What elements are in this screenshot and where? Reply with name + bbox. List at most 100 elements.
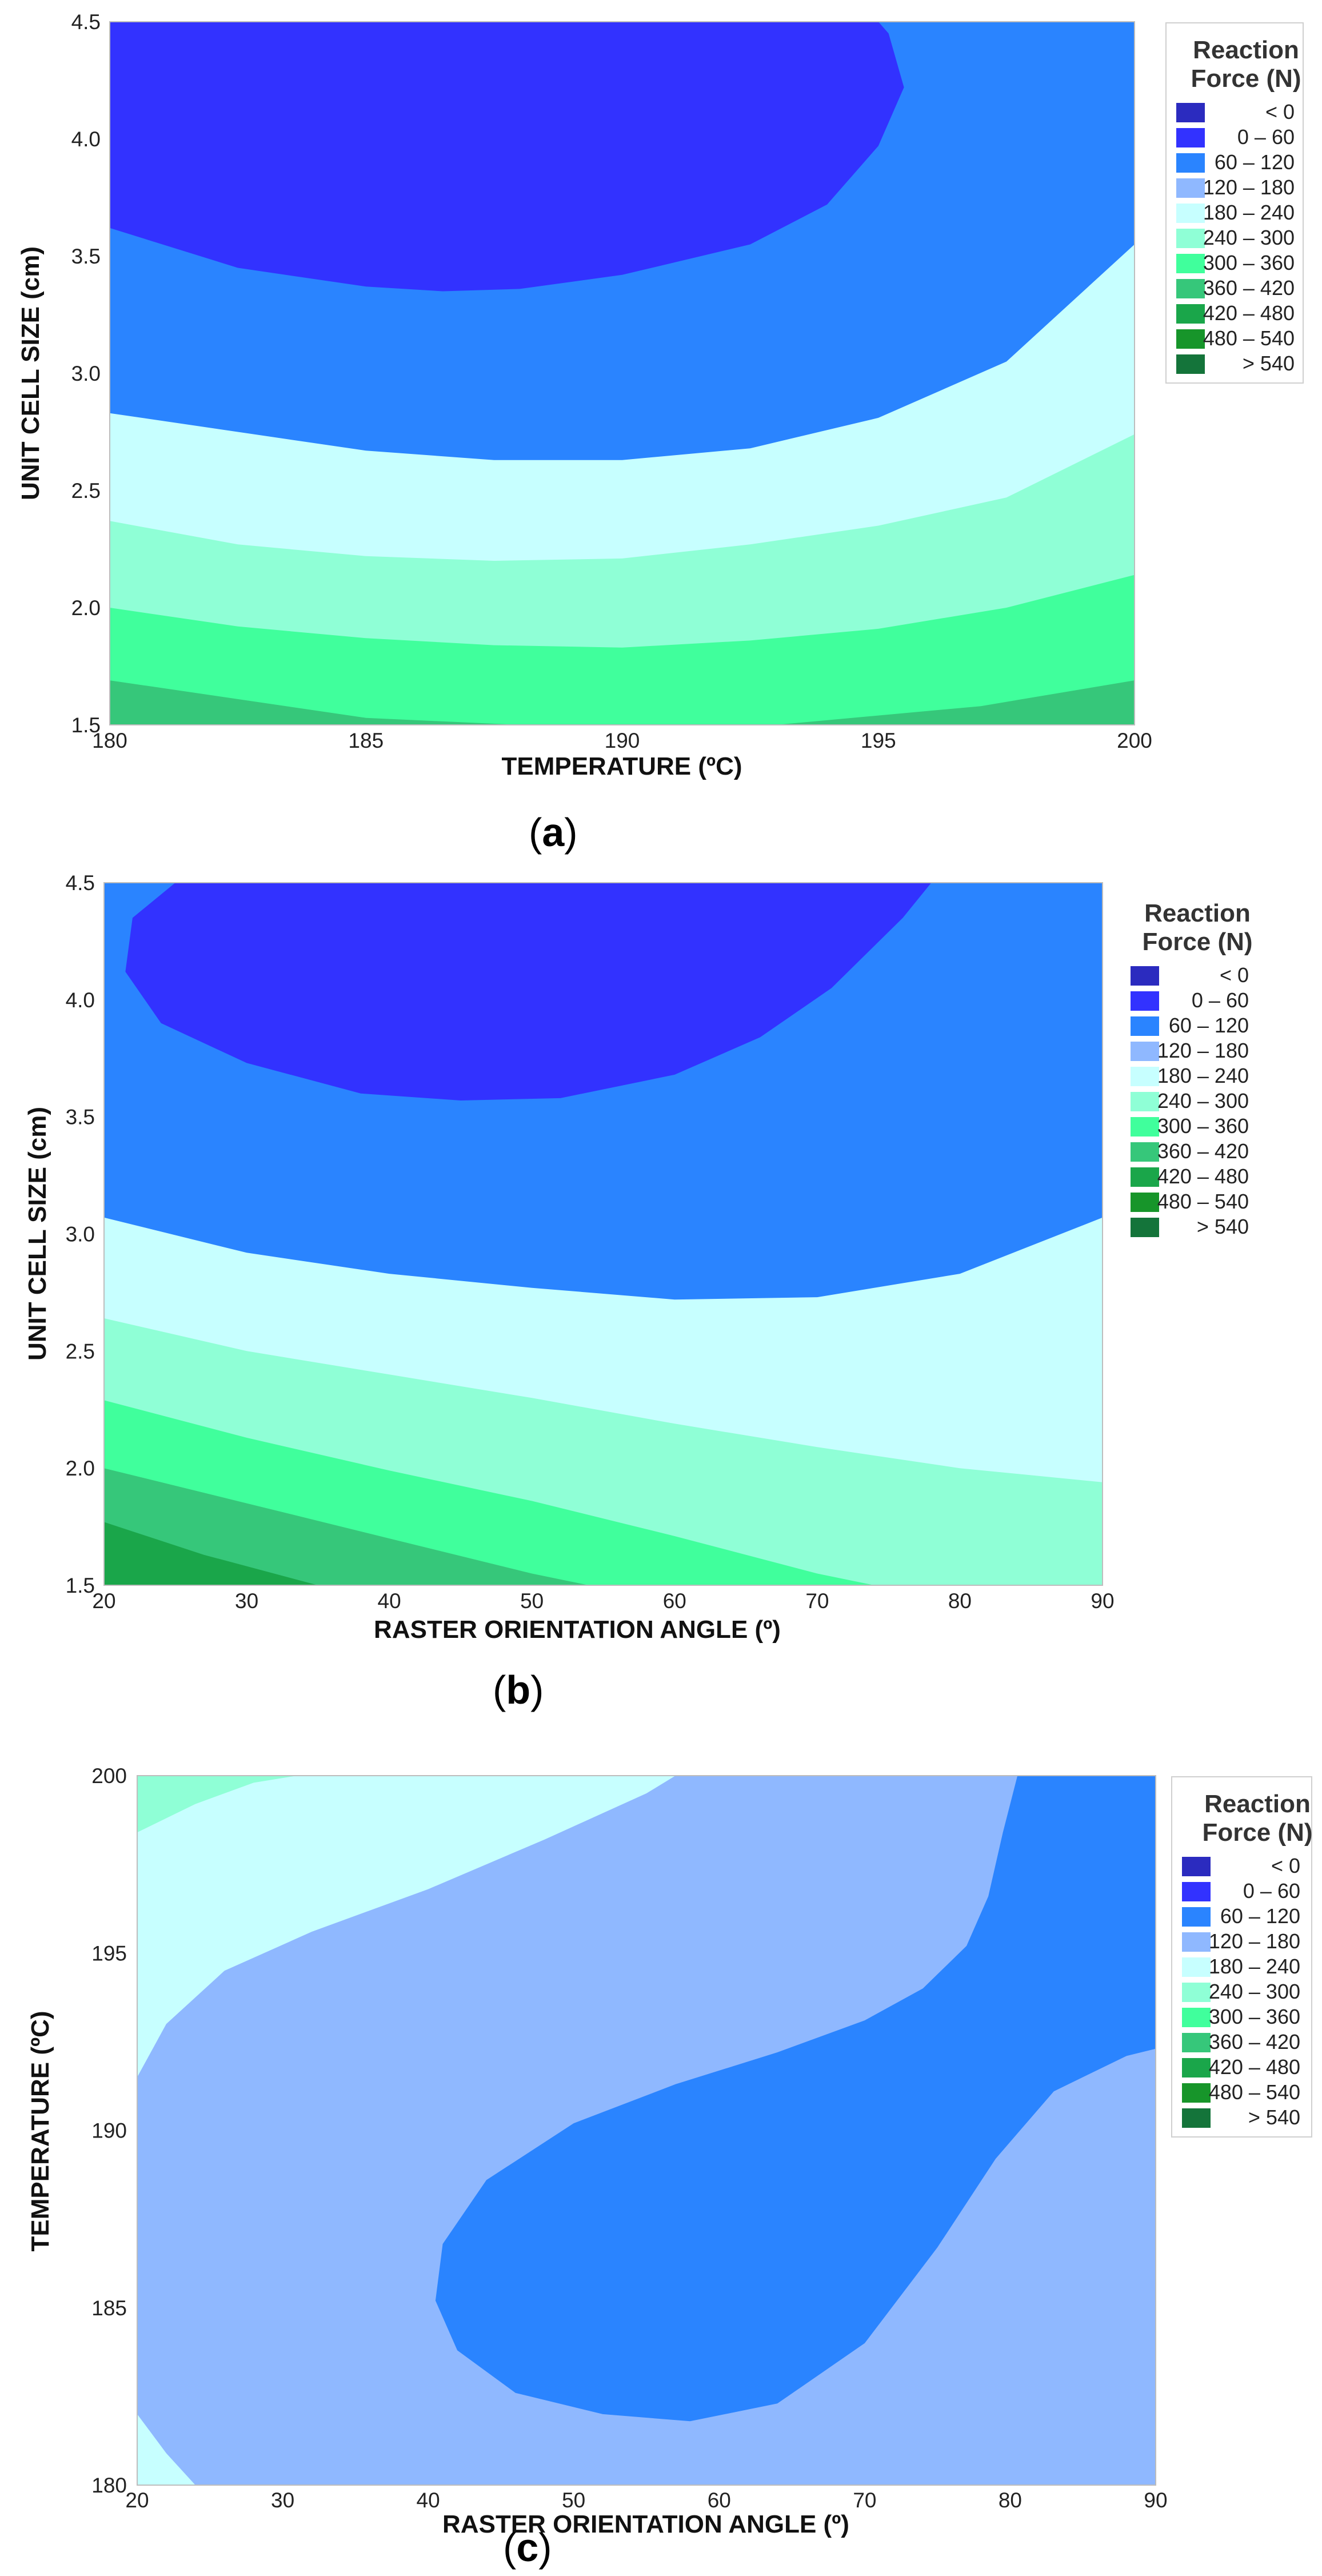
legend-swatch: [1131, 1167, 1159, 1187]
x-tick-label: 80: [999, 2489, 1022, 2512]
legend-title-line1: Reaction: [1204, 1790, 1311, 1818]
x-tick-label: 80: [948, 1589, 972, 1613]
legend-title-line2: Force (N): [1202, 1819, 1312, 1847]
legend-swatch: [1176, 254, 1205, 273]
legend-label: 420 – 480: [1157, 1165, 1249, 1188]
contour-region-0-60: [125, 883, 932, 1100]
contour-chart-b: 20 30 40 50 60 70 80 90 1.5 2.0 2.5 3.0 3.5 4.0 4.5 R…: [23, 871, 1257, 1712]
contour-region-180-240-corner: [137, 2414, 195, 2485]
x-tick-labels: 20 30 40 50 60 70 80 90: [92, 1589, 1114, 1613]
legend-swatch: [1176, 279, 1205, 298]
x-tick-label: 30: [235, 1589, 258, 1613]
caption-a: (a): [529, 810, 578, 855]
x-tick-label: 40: [378, 1589, 401, 1613]
legend-label: 120 – 180: [1157, 1039, 1249, 1062]
x-tick-label: 90: [1144, 2489, 1167, 2512]
legend-swatch: [1182, 1957, 1211, 1977]
x-tick-label: 40: [417, 2489, 440, 2512]
legend-label: 420 – 480: [1209, 2055, 1300, 2079]
x-tick-label: 70: [805, 1589, 829, 1613]
legend-swatch: [1182, 1882, 1211, 1901]
contour-regions: [110, 22, 1135, 725]
legend-swatch: [1176, 178, 1205, 198]
legend-title-line1: Reaction: [1144, 899, 1251, 927]
y-tick-label: 4.0: [66, 988, 95, 1012]
legend-label: 120 – 180: [1209, 1929, 1300, 1953]
x-tick-label: 60: [663, 1589, 686, 1613]
legend-label: 60 – 120: [1169, 1014, 1249, 1037]
legend-label: 480 – 540: [1203, 326, 1295, 350]
legend-swatch: [1182, 1857, 1211, 1876]
contour-region-60-120: [435, 1776, 1156, 2422]
y-tick-label: 3.0: [66, 1223, 95, 1246]
x-tick-label: 190: [605, 729, 640, 752]
x-axis-label: RASTER ORIENTATION ANGLE (º): [442, 2510, 849, 2538]
legend-swatch: [1131, 1218, 1159, 1237]
y-tick-label: 180: [91, 2474, 127, 2497]
contour-chart-a: 180 185 190 195 200 1.5 2.0 2.5 3.0 3.5 4.0 4.5 TE…: [17, 10, 1304, 855]
legend-swatch: [1131, 1067, 1159, 1086]
legend-label: 360 – 420: [1203, 276, 1295, 300]
y-tick-label: 4.5: [66, 871, 95, 895]
legend-label: 60 – 120: [1220, 1904, 1300, 1928]
x-tick-label: 70: [853, 2489, 876, 2512]
legend-swatch: [1182, 2033, 1211, 2052]
legend-swatch: [1131, 1193, 1159, 1212]
y-tick-label: 3.0: [71, 362, 101, 385]
caption-letter-b: b: [506, 1668, 530, 1712]
y-tick-label: 1.5: [71, 713, 101, 737]
y-tick-label: 4.0: [71, 127, 101, 151]
legend-swatch: [1176, 229, 1205, 248]
legend-swatch: [1131, 1042, 1159, 1061]
caption-c: (c): [503, 2525, 552, 2570]
x-tick-labels: 20 30 40 50 60 70 80 90: [125, 2489, 1167, 2512]
x-tick-label: 20: [92, 1589, 115, 1613]
legend-swatch: [1176, 204, 1205, 223]
legend-swatch: [1131, 1142, 1159, 1162]
y-tick-label: 2.5: [71, 479, 101, 503]
legend-swatch: [1176, 153, 1205, 173]
x-axis-label: TEMPERATURE (ºC): [501, 752, 742, 780]
legend-swatch: [1131, 991, 1159, 1011]
y-tick-label: 3.5: [71, 245, 101, 268]
y-tick-label: 1.5: [66, 1574, 95, 1597]
caption-b: (b): [493, 1668, 544, 1712]
legend-swatch: [1131, 1016, 1159, 1036]
legend-label: 240 – 300: [1209, 1980, 1300, 2003]
legend-swatch: [1182, 2108, 1211, 2128]
legend-title-line1: Reaction: [1193, 36, 1299, 64]
legend-label: 60 – 120: [1215, 150, 1295, 174]
y-tick-label: 185: [91, 2296, 127, 2320]
legend-swatch: [1131, 1092, 1159, 1111]
legend-label: < 0: [1265, 100, 1295, 123]
contour-regions: [137, 1776, 1156, 2485]
plot-frame: [109, 21, 1135, 725]
x-tick-label: 30: [271, 2489, 294, 2512]
legend-label: 360 – 420: [1209, 2030, 1300, 2053]
legend-label: 180 – 240: [1209, 1955, 1300, 1978]
legend-label: 300 – 360: [1209, 2005, 1300, 2028]
legend-label: < 0: [1271, 1854, 1300, 1877]
legend-label: 480 – 540: [1209, 2080, 1300, 2104]
legend-swatch: [1182, 2008, 1211, 2027]
legend-swatch: [1131, 966, 1159, 986]
contour-region-above-360: [104, 1522, 318, 1585]
caption-letter-c: c: [516, 2525, 538, 2570]
contour-region-180-240: [137, 1776, 676, 2077]
contour-region-0-60: [110, 22, 904, 292]
y-tick-label: 200: [91, 1764, 127, 1788]
y-tick-labels: 180 185 190 195 200: [91, 1764, 127, 2497]
legend-label: > 540: [1243, 352, 1295, 375]
legend-label: 300 – 360: [1157, 1114, 1249, 1138]
plot-frame: [103, 882, 1103, 1586]
legend-label: 120 – 180: [1203, 176, 1295, 199]
legend-swatch: [1182, 1983, 1211, 2002]
y-axis-label: UNIT CELL SIZE (cm): [17, 246, 45, 500]
caption-letter-a: a: [542, 810, 565, 855]
y-axis-label: UNIT CELL SIZE (cm): [23, 1107, 51, 1361]
legend-swatch: [1176, 128, 1205, 147]
x-tick-label: 90: [1091, 1589, 1114, 1613]
